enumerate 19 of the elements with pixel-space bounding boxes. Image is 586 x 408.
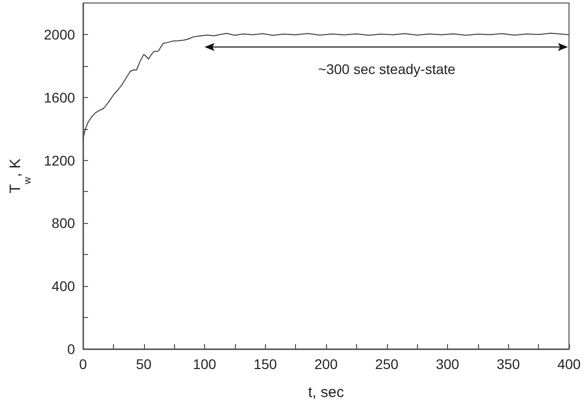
x-tick-label: 400 xyxy=(557,356,581,372)
y-tick-label: 1200 xyxy=(44,152,76,168)
x-tick-label: 350 xyxy=(496,356,520,372)
y-tick-label: 1600 xyxy=(44,89,76,106)
y-tick-label: 2000 xyxy=(44,26,76,42)
x-tick-label: 300 xyxy=(436,356,460,372)
line-series xyxy=(82,32,570,139)
y-axis-title: Tw, K xyxy=(7,158,34,194)
x-tick-label: 150 xyxy=(254,356,278,372)
x-tick-label: 100 xyxy=(192,356,216,372)
x-tick-label: 200 xyxy=(314,356,338,372)
y-tick-label: 0 xyxy=(67,341,76,357)
x-tick-label: 0 xyxy=(79,356,88,372)
x-tick-label: 250 xyxy=(375,356,399,372)
y-tick-label: 400 xyxy=(52,278,76,294)
y-tick-label: 800 xyxy=(52,215,76,232)
annotation: ~300 sec steady-state xyxy=(318,61,456,77)
x-tick-label: 50 xyxy=(136,356,152,372)
x-axis-title: t, sec xyxy=(308,384,344,401)
